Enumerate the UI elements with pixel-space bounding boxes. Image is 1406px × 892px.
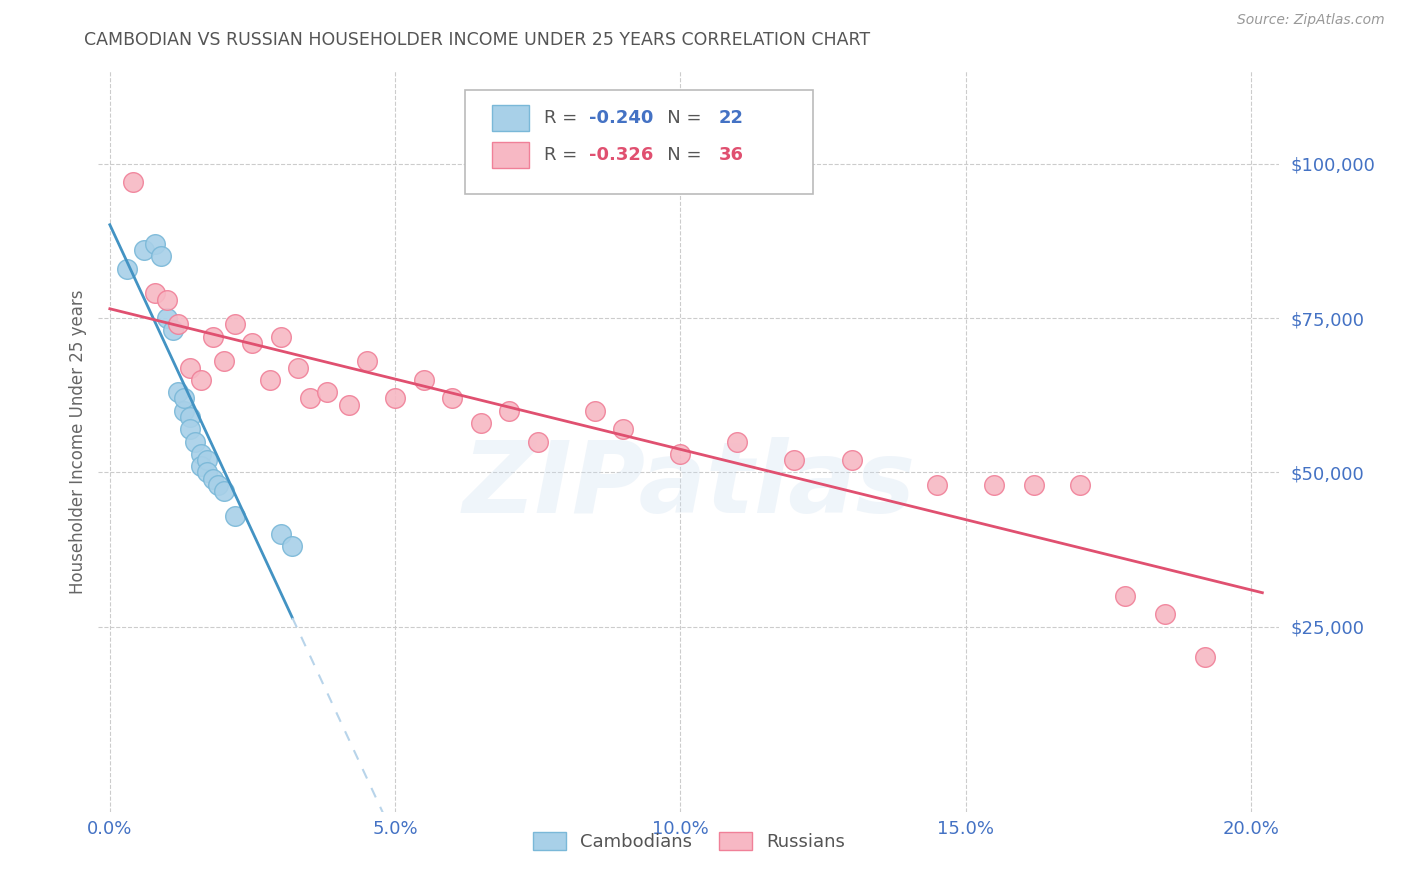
Y-axis label: Householder Income Under 25 years: Householder Income Under 25 years — [69, 289, 87, 594]
Text: ZIPatlas: ZIPatlas — [463, 437, 915, 534]
Point — [315, 385, 337, 400]
Text: Source: ZipAtlas.com: Source: ZipAtlas.com — [1237, 13, 1385, 28]
Point — [1024, 477, 1046, 491]
Point — [115, 261, 138, 276]
Point — [167, 385, 190, 400]
Point — [190, 447, 212, 461]
Point — [212, 483, 235, 498]
Point — [201, 329, 224, 343]
Point — [669, 447, 692, 461]
Point — [179, 409, 201, 424]
FancyBboxPatch shape — [464, 90, 813, 194]
Point — [1069, 477, 1091, 491]
Point — [145, 237, 167, 252]
Point — [270, 329, 292, 343]
Point — [224, 508, 246, 523]
Point — [841, 453, 863, 467]
Point — [184, 434, 207, 449]
Point — [224, 318, 246, 332]
Point — [179, 422, 201, 436]
Legend: Cambodians, Russians: Cambodians, Russians — [526, 824, 852, 858]
Point — [339, 398, 361, 412]
Point — [162, 324, 184, 338]
Point — [190, 459, 212, 474]
Point — [725, 434, 748, 449]
Point — [298, 392, 321, 406]
Text: R =: R = — [544, 146, 582, 164]
Point — [526, 434, 548, 449]
Point — [156, 311, 179, 326]
Point — [179, 360, 201, 375]
Point — [145, 286, 167, 301]
Point — [207, 477, 229, 491]
Text: 36: 36 — [718, 146, 744, 164]
Point — [173, 392, 195, 406]
FancyBboxPatch shape — [492, 143, 530, 168]
Point — [173, 403, 195, 417]
Point — [156, 293, 179, 307]
Text: R =: R = — [544, 109, 582, 127]
Point — [167, 318, 190, 332]
Point — [498, 403, 520, 417]
Text: CAMBODIAN VS RUSSIAN HOUSEHOLDER INCOME UNDER 25 YEARS CORRELATION CHART: CAMBODIAN VS RUSSIAN HOUSEHOLDER INCOME … — [84, 31, 870, 49]
Point — [412, 373, 434, 387]
Point — [384, 392, 406, 406]
Point — [983, 477, 1005, 491]
Point — [356, 354, 378, 368]
Point — [783, 453, 806, 467]
FancyBboxPatch shape — [492, 105, 530, 130]
Text: 22: 22 — [718, 109, 744, 127]
Point — [259, 373, 281, 387]
Point — [212, 354, 235, 368]
Point — [1154, 607, 1177, 622]
Point — [1194, 650, 1216, 665]
Point — [201, 471, 224, 485]
Point — [612, 422, 634, 436]
Point — [195, 453, 218, 467]
Point — [441, 392, 464, 406]
Text: N =: N = — [650, 146, 707, 164]
Point — [927, 477, 949, 491]
Text: -0.326: -0.326 — [589, 146, 652, 164]
Point — [242, 335, 264, 350]
Point — [470, 416, 492, 430]
Point — [121, 175, 143, 190]
Text: N =: N = — [650, 109, 707, 127]
Point — [190, 373, 212, 387]
Point — [132, 244, 155, 258]
Point — [281, 540, 304, 554]
Point — [150, 249, 173, 264]
Point — [583, 403, 606, 417]
Point — [195, 466, 218, 480]
Point — [270, 527, 292, 541]
Point — [287, 360, 309, 375]
Point — [1114, 589, 1136, 603]
Text: -0.240: -0.240 — [589, 109, 652, 127]
